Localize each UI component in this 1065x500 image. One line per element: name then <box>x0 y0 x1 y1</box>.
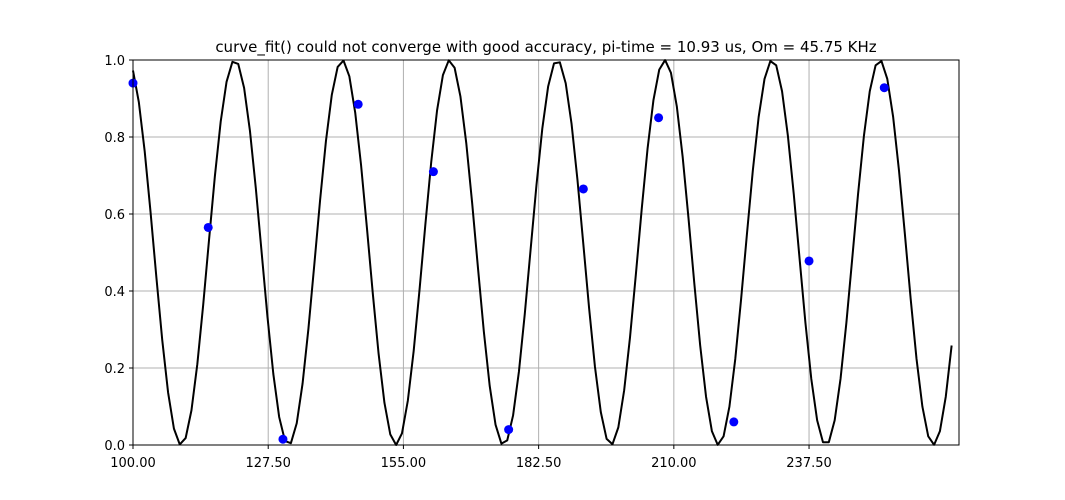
data-point <box>353 99 363 109</box>
chart-title: curve_fit() could not converge with good… <box>215 38 876 57</box>
data-point <box>428 167 438 177</box>
y-tick-label: 0.2 <box>104 362 125 377</box>
y-tick-label: 0.4 <box>104 285 125 300</box>
grid <box>132 59 959 446</box>
fit-curve <box>132 59 953 446</box>
y-tick-label: 0.0 <box>104 439 125 454</box>
data-point <box>729 417 739 427</box>
y-tick-label: 1.0 <box>104 54 125 69</box>
data-point <box>879 83 889 93</box>
data-point <box>278 434 288 444</box>
data-point <box>203 222 213 232</box>
data-point <box>504 425 514 435</box>
x-tick-label: 237.50 <box>786 456 832 471</box>
axes-frame <box>132 59 960 446</box>
fit-curve-layer <box>132 59 953 446</box>
y-axis: 0.0 0.2 0.4 0.6 0.8 1.0 <box>104 54 133 454</box>
y-tick-label: 0.8 <box>104 131 125 146</box>
x-tick-label: 155.00 <box>381 456 427 471</box>
data-point <box>804 256 814 266</box>
y-tick-label: 0.6 <box>104 208 125 223</box>
data-point <box>654 113 664 123</box>
data-points-layer <box>128 78 889 444</box>
data-point <box>578 184 588 194</box>
x-tick-label: 182.50 <box>516 456 562 471</box>
x-tick-label: 127.50 <box>245 456 291 471</box>
x-tick-label: 210.00 <box>651 456 697 471</box>
x-axis: 100.00 127.50 155.00 182.50 210.00 237.50 <box>110 445 832 471</box>
x-tick-label: 100.00 <box>110 456 156 471</box>
